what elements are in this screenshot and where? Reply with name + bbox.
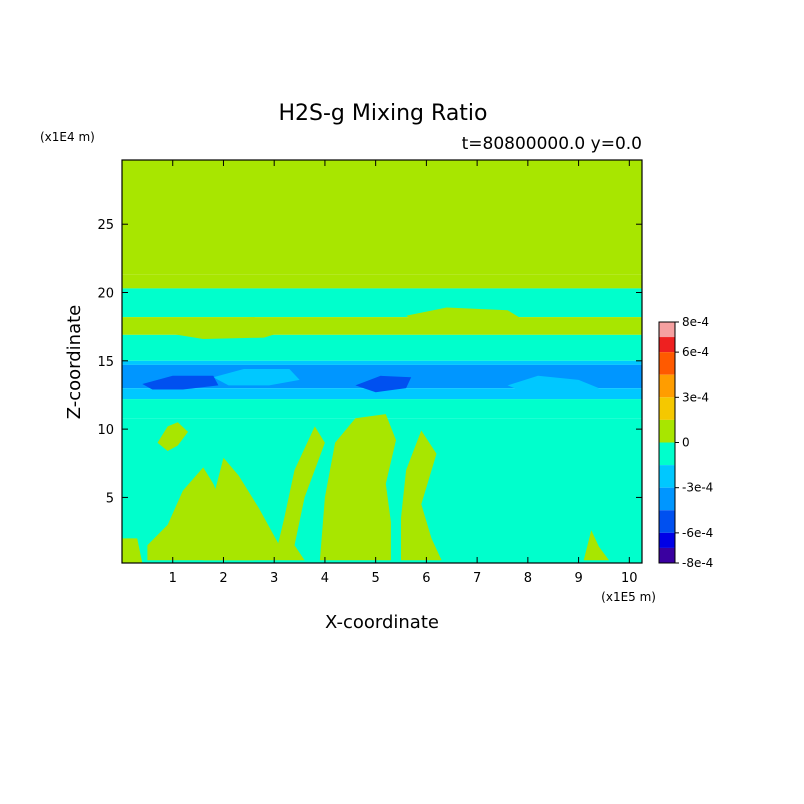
- colorbar-swatch: [659, 487, 675, 511]
- y-tick-label: 5: [106, 491, 114, 506]
- plot-area: [122, 160, 642, 563]
- x-tick-label: 7: [473, 571, 481, 586]
- contour-region-upper-right-lens: [406, 307, 528, 331]
- x-axis: 1 2 3 4 5 6 7 8 9 10: [169, 160, 638, 586]
- x-tick-label: 4: [321, 571, 329, 586]
- y-tick-label: 15: [97, 355, 114, 370]
- x-tick-label: 3: [270, 571, 278, 586]
- contour-region-left-shelf: [213, 369, 300, 386]
- chart-title: H2S-g Mixing Ratio: [278, 101, 487, 126]
- colorbar-tick-label: 3e-4: [682, 390, 709, 404]
- y-axis-title: Z-coordinate: [64, 305, 85, 420]
- contour-band: [122, 160, 642, 275]
- colorbar-swatch: [659, 547, 675, 563]
- x-axis-title: X-coordinate: [325, 612, 439, 633]
- colorbar-ticks: 8e-4 6e-4 3e-4 0 -3e-4 -6e-4 -8e-4: [675, 315, 713, 570]
- contour-region-z10-left-cell: [157, 422, 188, 451]
- contour-region-right-shelf: [507, 375, 599, 395]
- contour-region-upper-left-lens: [152, 317, 295, 339]
- colorbar-swatch: [659, 465, 675, 488]
- contour-region-right-center-plume: [401, 430, 442, 561]
- contour-band: [122, 399, 642, 419]
- x-tick-label: 5: [372, 571, 380, 586]
- colorbar-swatch: [659, 510, 675, 533]
- y-tick-label: 25: [97, 218, 114, 233]
- contour-region-bottom-left-strip: [122, 538, 143, 563]
- colorbar-swatch: [659, 374, 675, 398]
- colorbar-swatch: [659, 397, 675, 420]
- x-tick-label: 6: [422, 571, 430, 586]
- x-tick-label: 8: [524, 571, 532, 586]
- contour-region-far-right-sliver: [583, 530, 609, 561]
- y-tick-label: 20: [97, 287, 114, 302]
- colorbar: [658, 321, 676, 564]
- colorbar-swatch: [659, 352, 675, 375]
- x-tick-label: 1: [169, 571, 177, 586]
- colorbar-swatch: [659, 337, 675, 353]
- contour-region-left-finger: [203, 457, 280, 561]
- colorbar-tick-label: -6e-4: [682, 526, 713, 540]
- colorbar-tick-label: 8e-4: [682, 315, 709, 329]
- colorbar-tick-label: 0: [682, 436, 690, 450]
- x-tick-label: 2: [219, 571, 227, 586]
- colorbar-swatch: [659, 442, 675, 466]
- x-unit-label: (x1E5 m): [601, 590, 656, 604]
- plot-frame: [121, 159, 643, 564]
- x-tick-label: 9: [574, 571, 582, 586]
- contour-band: [122, 274, 642, 289]
- contour-region-center-plume: [319, 414, 396, 561]
- y-axis: 5 10 15 20 25: [97, 218, 642, 506]
- contour-region-mid-thin-plume: [274, 426, 325, 561]
- colorbar-swatch: [659, 532, 675, 548]
- x-tick-label: 10: [621, 571, 638, 586]
- contour-band: [122, 360, 642, 365]
- contour-band: [122, 334, 642, 361]
- colorbar-tick-label: 6e-4: [682, 345, 709, 359]
- colorbar-tick-label: -8e-4: [682, 556, 713, 570]
- contour-region-deep-core-b: [355, 375, 412, 393]
- contour-region-deep-core-a: [142, 375, 219, 390]
- colorbar-swatch: [659, 322, 675, 338]
- colorbar-tick-label: -3e-4: [682, 481, 713, 495]
- colorbar-swatch: [659, 419, 675, 443]
- contour-band: [122, 388, 642, 400]
- chart-subtitle: t=80800000.0 y=0.0: [462, 134, 642, 154]
- y-unit-label: (x1E4 m): [40, 130, 95, 144]
- contour-band: [122, 288, 642, 318]
- y-tick-label: 10: [97, 423, 114, 438]
